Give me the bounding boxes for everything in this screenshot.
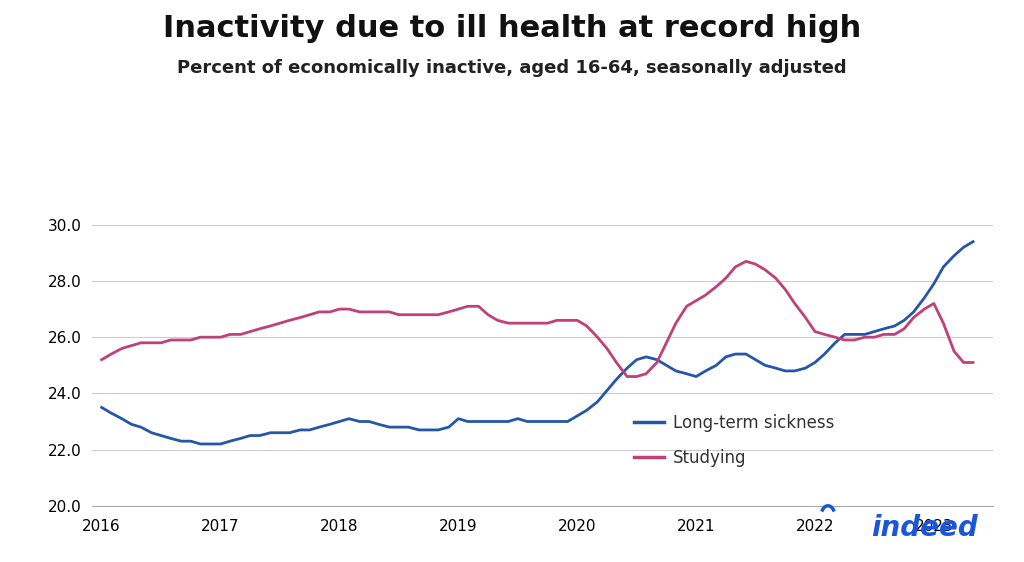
Studying — [542, 320, 554, 327]
Studying — [889, 331, 901, 338]
Long-term sickness — [184, 438, 197, 445]
Studying — [205, 334, 217, 341]
Studying — [621, 373, 633, 380]
Studying — [184, 337, 197, 343]
Long-term sickness — [95, 404, 108, 411]
Text: Inactivity due to ill health at record high: Inactivity due to ill health at record h… — [163, 14, 861, 43]
Studying — [967, 359, 979, 366]
Long-term sickness — [442, 424, 455, 430]
Line: Long-term sickness: Long-term sickness — [101, 242, 973, 444]
Long-term sickness — [551, 418, 563, 425]
Long-term sickness — [195, 441, 207, 447]
Text: Percent of economically inactive, aged 16-64, seasonally adjusted: Percent of economically inactive, aged 1… — [177, 59, 847, 77]
Text: indeed: indeed — [871, 514, 978, 542]
Line: Studying: Studying — [101, 261, 973, 377]
Studying — [273, 320, 286, 327]
Long-term sickness — [284, 429, 296, 436]
Long-term sickness — [967, 238, 979, 245]
Long-term sickness — [878, 325, 890, 332]
Studying — [95, 356, 108, 363]
Long-term sickness — [214, 441, 226, 447]
Legend: Long-term sickness, Studying: Long-term sickness, Studying — [628, 407, 841, 473]
Studying — [740, 258, 753, 265]
Studying — [432, 311, 444, 318]
